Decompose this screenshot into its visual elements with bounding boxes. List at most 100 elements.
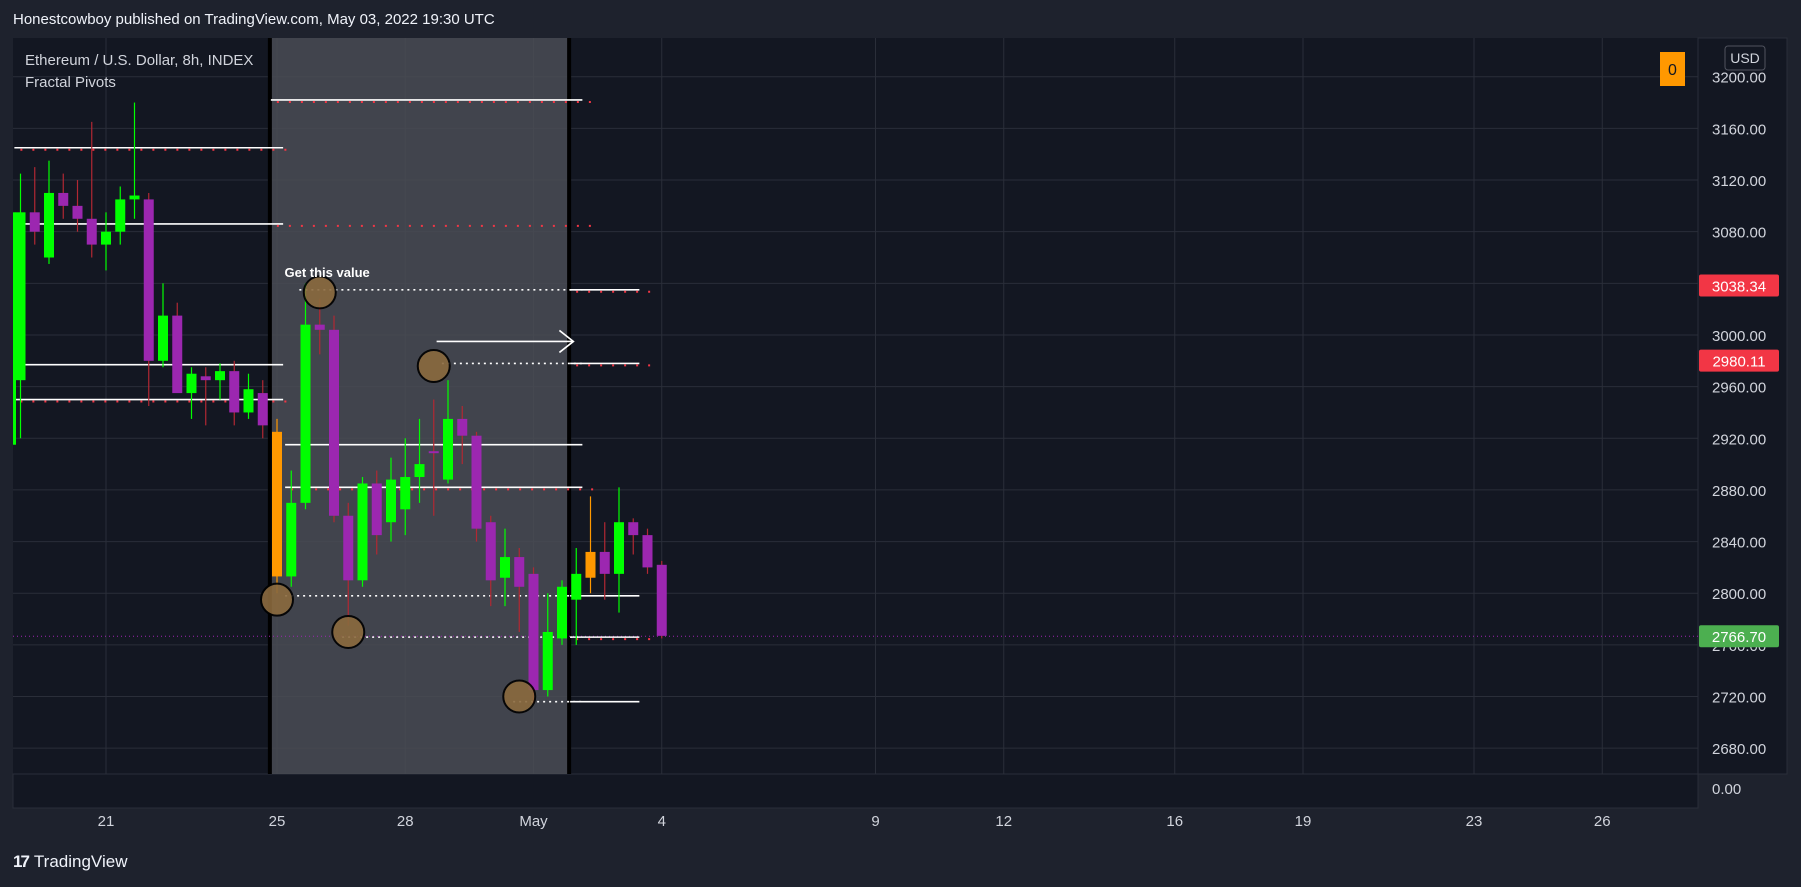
candle[interactable] [329,315,339,523]
candle[interactable] [628,518,639,555]
candle[interactable] [29,167,40,245]
candle[interactable] [200,367,211,426]
candle-body [15,212,26,381]
y-tick-label: 3000.00 [1712,328,1766,345]
candle[interactable] [642,528,653,574]
candle[interactable] [129,102,140,219]
candle-body [357,483,368,581]
candle[interactable] [528,567,539,703]
candle[interactable] [585,496,596,594]
candle-body [571,573,582,600]
price-tag[interactable]: 2980.11 [1699,349,1779,372]
candle[interactable] [115,186,126,245]
candle-body [58,192,69,206]
candle[interactable] [44,160,54,264]
annotation-text[interactable]: Get this value [285,265,370,280]
candle[interactable] [143,192,154,406]
candle[interactable] [186,367,197,419]
candle[interactable] [471,431,482,542]
candle-body [400,477,411,510]
candle[interactable] [400,438,411,536]
highlight-zone [269,38,570,774]
candle[interactable] [599,522,610,600]
alert-badge-label: 0 [1668,62,1677,79]
pivot-circle[interactable] [260,582,294,617]
alert-badge[interactable]: 0 [1660,52,1685,86]
pivot-circle[interactable] [331,614,366,649]
pivot-circle[interactable] [302,275,337,310]
y-tick-label: 2720.00 [1712,690,1766,707]
arrow-annotation[interactable] [436,329,575,354]
y-tick-label: 2840.00 [1712,535,1766,552]
y-tick-label: 2960.00 [1712,380,1766,397]
tradingview-logo-icon: 17 [13,852,30,871]
candle[interactable] [443,380,453,484]
symbol-title[interactable]: Ethereum / U.S. Dollar, 8h, INDEX [25,52,254,69]
candle[interactable] [15,173,26,439]
price-tag-label: 3038.34 [1712,278,1766,295]
candle-body [300,324,311,503]
currency-button[interactable]: USD [1724,45,1766,71]
indicator-title[interactable]: Fractal Pivots [25,74,116,91]
candle[interactable] [343,502,354,626]
candle[interactable] [58,173,69,219]
candle[interactable] [158,283,168,368]
candle-body [414,464,425,478]
candle[interactable] [101,212,111,271]
candle[interactable] [72,180,83,232]
price-tag-label: 2980.11 [1712,354,1765,371]
footer-brand[interactable]: 17 TradingView [13,852,127,872]
candle[interactable] [286,470,297,587]
y-tick-label: 3120.00 [1712,173,1766,190]
pivot-circle[interactable] [502,679,537,714]
candle[interactable] [485,515,496,607]
candle[interactable] [371,470,382,555]
candle-body [314,324,325,330]
price-tag[interactable]: 3038.34 [1699,274,1779,297]
candle[interactable] [257,380,268,439]
pivot-circle[interactable] [416,348,451,383]
x-tick-label: 21 [98,813,115,830]
y-tick-label: 2920.00 [1712,431,1766,448]
candle-body [143,199,154,361]
candle[interactable] [272,418,282,594]
candle[interactable] [229,360,240,426]
candle[interactable] [457,406,468,465]
candle-body [186,373,197,394]
candle[interactable] [500,528,510,607]
left-edge-bar [13,212,16,445]
candle[interactable] [300,283,311,510]
candle-body [485,522,496,581]
candle[interactable] [428,399,439,516]
candle[interactable] [357,477,368,587]
candle[interactable] [86,121,97,258]
candle[interactable] [243,373,254,419]
candle[interactable] [656,560,667,639]
candle[interactable] [414,418,425,503]
x-tick-label: 25 [269,813,286,830]
candle[interactable] [614,487,624,613]
candle-body [585,551,596,578]
candle-body [101,231,111,245]
price-tag[interactable]: 2766.70 [1699,625,1779,648]
candle-body [200,376,211,381]
candle-body [500,557,510,578]
time-axis[interactable] [12,773,1699,809]
candle[interactable] [557,580,567,645]
price-axis[interactable] [1697,37,1788,775]
candle[interactable] [571,548,582,645]
candle-body [158,315,168,361]
publish-info: Honestcowboy published on TradingView.co… [13,11,495,28]
chart-legend: Ethereum / U.S. Dollar, 8h, INDEX Fracta… [25,50,253,94]
candle[interactable] [514,548,525,632]
candle[interactable] [215,363,225,400]
candle-body [371,483,382,536]
candle-body [172,315,183,394]
candle[interactable] [386,457,396,542]
candle[interactable] [172,302,183,394]
candle-body [329,329,339,516]
x-tick-label: 9 [871,813,879,830]
candle[interactable] [542,593,553,697]
y-tick-label: 2680.00 [1712,741,1766,758]
